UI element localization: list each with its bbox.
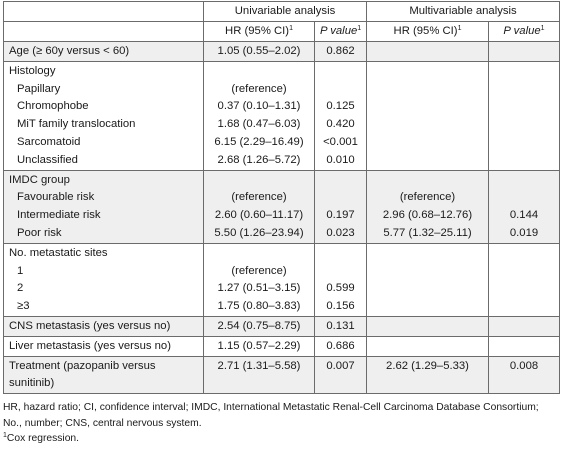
table-row-histology: Histology Papillary Chromophobe MiT fami… [3,60,560,171]
uni-hr-value: 6.15 (2.29–16.49) [214,135,304,148]
cox-footnote: 1Cox regression. [3,432,80,444]
table-row-cns: CNS metastasis (yes versus no) 2.54 (0.7… [3,315,560,337]
uni-p-cell: 0.007 [314,355,367,395]
multi-hr-value: 2.96 (0.68–12.76) [382,209,473,222]
multi-p-value [494,189,554,207]
multi-p-cell [488,242,560,317]
multi-p-value: 0.144 [509,209,539,222]
header-empty-cell [3,21,204,42]
uni-p-cell: 0.125 0.420 <0.001 0.010 [314,60,367,171]
uni-hr-cell: (reference) 2.60 (0.60–11.17) 5.50 (1.26… [203,169,315,244]
uni-p-value: <0.001 [323,135,358,148]
multi-hr-header: HR (95% CI)1 [366,21,489,42]
multi-hr-cell [366,315,489,337]
multivariable-header: Multivariable analysis [366,1,560,22]
header-row-columns: HR (95% CI)1 P value1 HR (95% CI)1 P val… [3,21,560,42]
uni-hr-value: 0.37 (0.10–1.31) [217,100,301,113]
sub-label: Unclassified [17,153,78,166]
row-label: Age (≥ 60y versus < 60) [3,41,204,62]
table-footnotes: HR, hazard ratio; CI, confidence interva… [3,400,559,447]
sub-label: ≥3 [17,300,30,313]
multi-p-header: P value1 [488,21,560,42]
uni-p-cell: 0.599 0.156 [314,242,367,317]
multi-p-cell: 0.008 [488,355,560,395]
row-label: Liver metastasis (yes versus no) [3,335,204,357]
sub-label: 2 [17,282,24,295]
uni-hr-cell: (reference) 0.37 (0.10–1.31) 1.68 (0.47–… [203,60,315,171]
uni-p-value [320,189,361,207]
multi-hr-cell [366,242,489,317]
uni-hr-value: 5.50 (1.26–23.94) [214,226,304,239]
uni-hr-cell: (reference) 1.27 (0.51–3.15) 1.75 (0.80–… [203,242,315,317]
hazard-ratio-table: Univariable analysis Multivariable analy… [3,1,560,395]
row-label: No. metastatic sites 1 2 ≥3 [3,242,204,317]
multi-hr-cell [366,60,489,171]
uni-p-value: 0.023 [326,226,355,239]
sub-label: Papillary [17,82,61,95]
uni-p-value [320,263,361,281]
table-row-age: Age (≥ 60y versus < 60) 1.05 (0.55–2.02)… [3,41,560,62]
sub-label: Poor risk [17,226,62,239]
multi-hr-cell [366,335,489,357]
uni-hr-cell: 1.15 (0.57–2.29) [203,335,315,357]
multi-p-cell [488,315,560,337]
row-label: IMDC group Favourable risk Intermediate … [3,169,204,244]
multi-hr-value: 5.77 (1.32–25.11) [383,226,472,239]
uni-p-header: P value1 [314,21,367,42]
group-label: Histology [9,64,56,77]
uni-hr-cell: 1.05 (0.55–2.02) [203,41,315,62]
sub-label: Favourable risk [17,191,95,204]
uni-hr-value: 1.68 (0.47–6.03) [217,118,301,131]
uni-p-value: 0.420 [326,118,355,131]
uni-p-value: 0.125 [326,100,355,113]
table-row-liver: Liver metastasis (yes versus no) 1.15 (0… [3,335,560,357]
multi-hr-cell [366,41,489,62]
table-row-imdc: IMDC group Favourable risk Intermediate … [3,169,560,244]
uni-hr-header: HR (95% CI)1 [203,21,315,42]
uni-hr-value: (reference) [231,191,287,204]
uni-p-value: 0.197 [326,209,355,222]
uni-hr-value: 1.27 (0.51–3.15) [217,282,301,295]
sub-label: Sarcomatoid [17,135,81,148]
uni-p-value: 0.010 [326,153,355,166]
univariable-header: Univariable analysis [203,1,367,22]
uni-hr-cell: 2.71 (1.31–5.58) [203,355,315,395]
sub-label: Intermediate risk [17,209,101,222]
multi-p-cell [488,335,560,357]
multi-p-value: 0.019 [509,226,539,239]
uni-hr-value: 2.60 (0.60–11.17) [214,209,304,222]
uni-hr-value: (reference) [231,264,287,277]
sub-label: 1 [17,264,24,277]
uni-hr-cell: 2.54 (0.75–8.75) [203,315,315,337]
table-row-treatment: Treatment (pazopanib versus sunitinib) 2… [3,355,560,395]
uni-p-value: 0.599 [326,282,355,295]
uni-p-cell: 0.686 [314,335,367,357]
row-label: Histology Papillary Chromophobe MiT fami… [3,60,204,171]
row-label: CNS metastasis (yes versus no) [3,315,204,337]
uni-p-cell: 0.197 0.023 [314,169,367,244]
header-row-groups: Univariable analysis Multivariable analy… [3,1,560,22]
group-label: No. metastatic sites [9,246,108,259]
uni-p-cell: 0.131 [314,315,367,337]
sub-label: MiT family translocation [17,118,136,131]
uni-p-cell: 0.862 [314,41,367,62]
sub-label: Chromophobe [17,100,89,113]
uni-hr-value: 1.75 (0.80–3.83) [217,300,301,313]
table-row-metastatic-sites: No. metastatic sites 1 2 ≥3 (reference) … [3,242,560,317]
multi-hr-cell: 2.62 (1.29–5.33) [366,355,489,395]
abbreviations-footnote: HR, hazard ratio; CI, confidence interva… [3,402,539,429]
uni-hr-value: (reference) [231,82,287,95]
uni-hr-value: 2.68 (1.26–5.72) [217,153,301,166]
header-empty-cell [3,1,204,22]
group-label: IMDC group [9,173,70,186]
multi-p-cell [488,41,560,62]
row-label: Treatment (pazopanib versus sunitinib) [3,355,204,395]
uni-p-value [320,81,361,99]
multi-hr-value: (reference) [399,191,456,204]
uni-p-value: 0.156 [326,300,355,313]
multi-p-cell: 0.144 0.019 [488,169,560,244]
multi-hr-cell: (reference) 2.96 (0.68–12.76) 5.77 (1.32… [366,169,489,244]
multi-p-cell [488,60,560,171]
